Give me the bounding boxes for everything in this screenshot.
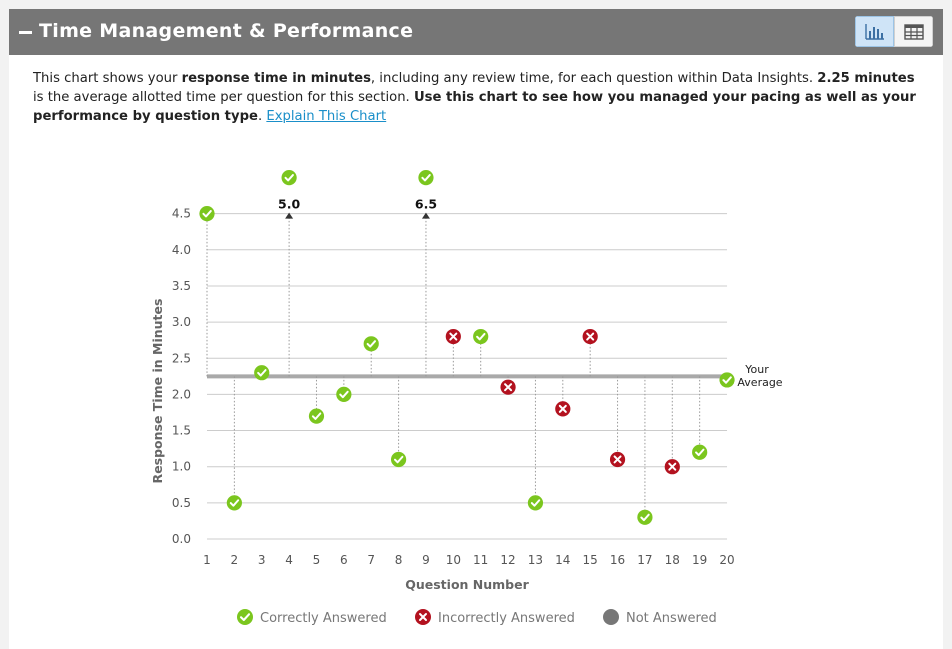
desc-bold-2: 2.25 minutes [817,71,915,86]
y-tick-label: 0.5 [172,496,191,510]
incorrect-marker [445,328,461,345]
view-toggle [855,16,933,47]
correct-marker [719,372,735,388]
correct-marker [473,328,489,345]
desc-text-3: is the average allotted time per questio… [33,90,414,105]
x-tick-label: 5 [313,553,321,567]
incorrect-marker [500,379,516,395]
y-tick-label: 4.0 [172,243,191,257]
x-tick-label: 1 [203,553,211,567]
y-tick-label: 0.0 [172,532,191,546]
correct-marker [281,170,297,186]
explain-chart-link[interactable]: Explain This Chart [266,109,387,124]
desc-bold-1: response time in minutes [181,71,371,86]
time-management-panel: Time Management & Performance [9,9,943,649]
overflow-value-label: 6.5 [415,197,437,212]
panel-header: Time Management & Performance [9,9,943,55]
desc-text-4: . [257,109,267,124]
x-tick-label: 14 [555,553,570,567]
incorrect-marker [609,451,626,468]
x-tick-label: 8 [395,553,403,567]
average-label-line2: Average [737,376,782,389]
correct-marker [199,206,215,222]
x-tick-label: 17 [637,553,652,567]
not-answered-legend-icon [602,608,620,626]
correct-marker [336,386,352,402]
correct-marker [308,408,325,424]
correct-marker [254,365,270,381]
y-tick-label: 3.5 [172,279,191,293]
bar-chart-icon [865,24,884,40]
correct-marker [692,444,708,460]
overflow-arrow [285,212,294,219]
y-tick-label: 2.0 [172,387,191,401]
x-tick-label: 4 [285,553,293,567]
y-tick-label: 3.0 [172,315,191,329]
correct-marker [637,509,653,525]
x-tick-label: 3 [258,553,266,567]
x-tick-label: 19 [692,553,707,567]
y-axis-title: Response Time in Minutes [150,299,165,484]
table-view-button[interactable] [894,16,933,47]
incorrect-marker [664,459,680,475]
x-tick-label: 20 [719,553,734,567]
x-tick-label: 15 [583,553,598,567]
y-tick-label: 1.0 [172,460,191,474]
desc-bold-3: Use this chart to see how you managed yo… [33,90,916,124]
x-tick-label: 9 [422,553,430,567]
panel-title: Time Management & Performance [39,20,414,42]
incorrect-marker [582,328,598,345]
legend-not-answered: Not Answered [626,611,717,626]
overflow-value-label: 5.0 [278,197,300,212]
legend-incorrect: Incorrectly Answered [438,611,575,626]
x-axis-title: Question Number [405,577,529,592]
x-tick-label: 6 [340,553,348,567]
incorrect-legend-icon [414,608,432,626]
x-tick-label: 16 [610,553,625,567]
x-tick-label: 10 [446,553,461,567]
table-icon [904,24,924,40]
x-tick-label: 11 [473,553,488,567]
correct-marker [418,170,434,186]
legend-correct: Correctly Answered [260,611,387,626]
average-label-line1: Your [744,363,769,376]
x-tick-label: 13 [528,553,543,567]
y-tick-label: 2.5 [172,351,191,365]
correct-marker [226,495,242,511]
collapse-icon[interactable] [19,31,32,34]
y-tick-label: 1.5 [172,424,191,438]
chart-description: This chart shows your response time in m… [33,69,923,126]
overflow-arrow [421,212,430,219]
x-tick-label: 18 [665,553,680,567]
incorrect-marker [555,401,571,417]
desc-text-1: This chart shows your [33,71,182,86]
x-tick-label: 2 [231,553,239,567]
chart-view-button[interactable] [855,16,894,47]
correct-marker [527,495,544,511]
desc-text-2: , including any review time, for each qu… [370,71,818,86]
correct-marker [363,336,379,352]
x-tick-label: 7 [367,553,375,567]
y-tick-label: 4.5 [172,207,191,221]
x-tick-label: 12 [500,553,515,567]
correct-marker [390,451,407,468]
correct-legend-icon [236,608,254,626]
